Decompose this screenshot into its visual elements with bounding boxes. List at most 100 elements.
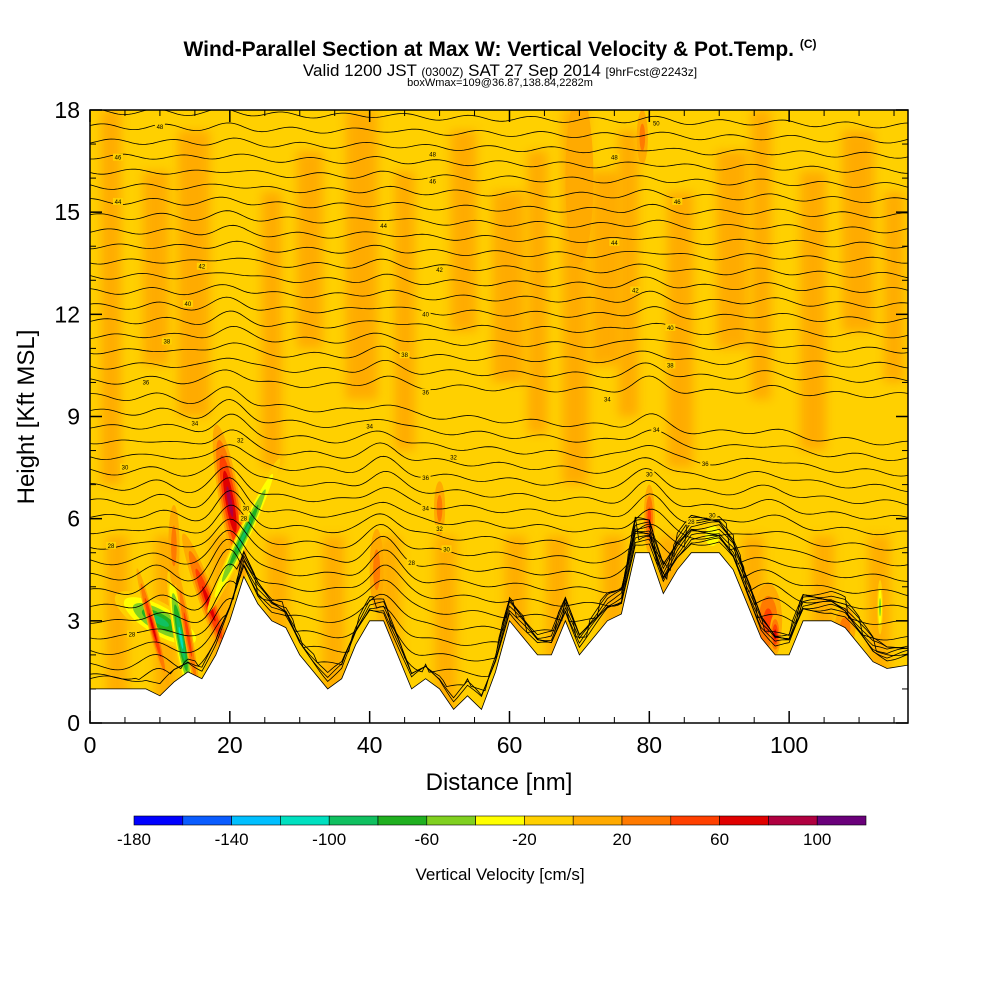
plot-area: 28 30 34 36 38 40 42 44 46 48 28 28 30 32 28 30 32 34 36 32…: [90, 110, 908, 723]
theta-label: 36: [702, 462, 709, 468]
theta-label: 46: [674, 200, 681, 206]
theta-label: 28: [688, 520, 695, 526]
theta-contour: [90, 296, 908, 324]
x-tick-label: 20: [217, 732, 243, 758]
velocity-streak: [618, 130, 639, 417]
theta-contour: [90, 477, 908, 551]
theta-label: 28: [408, 561, 415, 567]
theta-label: 30: [443, 547, 450, 553]
theta-label-bg: [644, 470, 655, 478]
chart-title-text: Wind-Parallel Section at Max W: Vertical…: [183, 38, 794, 61]
velocity-feature: [167, 570, 195, 705]
velocity-feature: [636, 110, 648, 165]
colorbar-tick-label: -60: [415, 830, 440, 849]
theta-label-bg: [105, 541, 116, 549]
velocity-feature: [433, 481, 446, 536]
theta-label: 28: [129, 632, 136, 638]
colorbar-tick-label: 60: [710, 830, 729, 849]
colorbar-swatch: [572, 815, 623, 826]
theta-label-bg: [700, 460, 711, 468]
theta-contour: [90, 310, 908, 339]
theta-label-bg: [427, 177, 438, 185]
theta-label: 38: [164, 340, 171, 346]
colorbar-tick-label: 100: [803, 830, 831, 849]
theta-label: 30: [646, 472, 653, 478]
velocity-feature: [207, 458, 281, 613]
theta-label-bg: [651, 119, 662, 127]
y-axis-label: Height [Kft MSL]: [13, 330, 40, 505]
theta-contour: [90, 325, 908, 354]
theta-label: 46: [115, 156, 122, 162]
x-tick-label: 40: [357, 732, 383, 758]
y-tick-label: 15: [54, 199, 80, 225]
theta-contour: [90, 224, 908, 249]
subtitle-utc: (0300Z): [421, 65, 464, 79]
theta-contour: [90, 210, 908, 234]
theta-contour: [90, 153, 908, 174]
theta-contour-labels: 28 30 34 36 38 40 42 44 46 48 28 28 30 32 28 30 32 34 36 32…: [105, 119, 718, 638]
colorbar-swatch: [280, 815, 330, 826]
theta-contour: [90, 399, 908, 461]
theta-label-bg: [240, 504, 251, 512]
velocity-streak: [527, 150, 548, 434]
theta-label: 36: [422, 476, 429, 482]
theta-label-bg: [651, 426, 662, 434]
velocity-streak: [296, 150, 323, 349]
velocity-feature: [175, 567, 201, 702]
x-tick-label: 80: [637, 732, 663, 758]
colorbar-swatch: [719, 815, 769, 826]
theta-contour: [90, 516, 908, 597]
theta-label: 48: [157, 125, 164, 131]
colorbar-swatch: [377, 815, 428, 826]
theta-label-bg: [665, 323, 676, 331]
velocity-streak: [716, 150, 749, 349]
theta-label: 36: [422, 391, 429, 397]
theta-contour: [90, 413, 908, 477]
theta-label-bg: [630, 286, 641, 294]
theta-label: 44: [611, 241, 618, 247]
velocity-streak: [261, 191, 282, 468]
theta-contour: [90, 137, 908, 159]
colorbar-swatch: [231, 815, 281, 826]
theta-label-bg: [154, 123, 165, 131]
colorbar-swatch: [426, 815, 476, 826]
theta-contours: [90, 110, 908, 703]
velocity-feature: [369, 528, 384, 611]
velocity-streak: [434, 535, 457, 710]
colorbar-swatch: [328, 815, 379, 826]
theta-label: 46: [429, 180, 436, 186]
theta-label: 40: [667, 326, 674, 332]
theta-label: 32: [450, 455, 457, 461]
theta-label: 30: [122, 466, 129, 472]
theta-label-bg: [182, 300, 193, 308]
theta-label: 50: [653, 122, 660, 128]
theta-contour: [90, 110, 908, 129]
y-tick-label: 3: [67, 608, 80, 634]
theta-label-bg: [399, 351, 410, 359]
theta-contour: [90, 257, 908, 279]
theta-label: 34: [422, 506, 429, 512]
velocity-streak: [590, 171, 623, 366]
colorbar-swatch: [524, 815, 574, 826]
velocity-streak: [394, 171, 415, 451]
theta-contour: [90, 342, 908, 369]
theta-contour: [90, 183, 908, 204]
theta-label: 30: [243, 506, 250, 512]
theta-label: 42: [632, 288, 639, 294]
theta-label-bg: [420, 388, 431, 396]
theta-label-bg: [665, 361, 676, 369]
chart-title-mark: (C): [799, 37, 817, 51]
colorbar-tick-label: -140: [215, 830, 249, 849]
velocity-streak: [800, 171, 827, 451]
y-tick-label: 0: [67, 710, 80, 736]
y-tick-label: 6: [67, 506, 80, 532]
theta-contour: [90, 519, 908, 610]
theta-label: 34: [653, 428, 660, 434]
chart-subtitle: Valid 1200 JST (0300Z) SAT 27 Sep 2014 […: [0, 61, 1000, 81]
colorbar-swatch: [768, 815, 818, 826]
colorbar-swatch: [816, 815, 867, 826]
colorbar-tick-label: -180: [117, 830, 151, 849]
x-tick-label: 100: [770, 732, 808, 758]
